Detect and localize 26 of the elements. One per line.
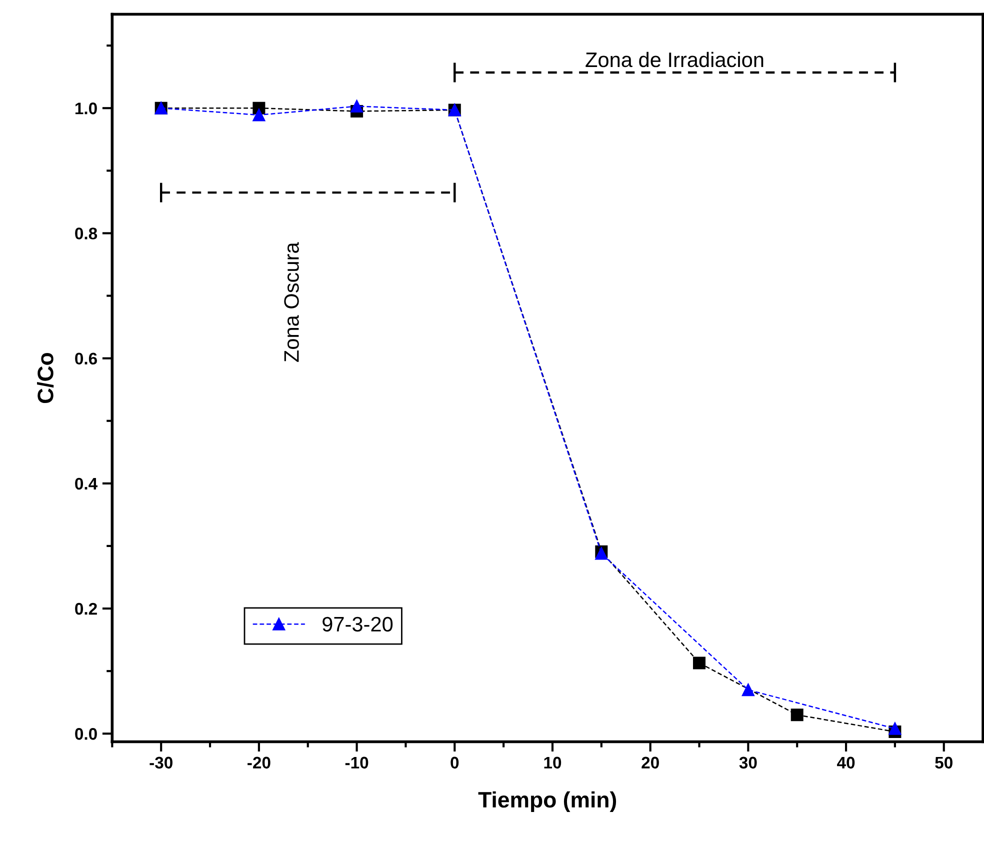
y-tick-label: 0.4	[75, 478, 98, 490]
y-tick-label: 1.0	[75, 102, 97, 114]
annotation: Zona Oscura	[284, 242, 299, 362]
x-tick-label: 50	[935, 756, 952, 769]
point	[350, 100, 364, 112]
y-axis-title: C/Co	[37, 352, 54, 404]
point	[888, 722, 902, 735]
y-tick-label: 0.2	[75, 602, 97, 615]
point	[790, 708, 804, 722]
x-tick-label: 10	[544, 756, 562, 769]
x-tick-label: 20	[642, 756, 659, 769]
x-tick-label: 40	[837, 756, 855, 769]
x-tick-label: 0	[450, 756, 459, 769]
y-tick-label: 0.8	[75, 228, 98, 240]
legend-label: 97-3-20	[322, 616, 393, 632]
x-tick-label: -20	[248, 756, 270, 769]
x-tick-label: 30	[739, 756, 757, 769]
y-tick-label: 0.0	[75, 728, 97, 740]
x-tick-label: -30	[150, 756, 172, 769]
point	[693, 656, 706, 670]
y-tick-label: 0.6	[75, 352, 97, 365]
point	[252, 108, 266, 122]
x-axis-title: Tiempo (min)	[478, 791, 616, 812]
point	[742, 684, 754, 696]
x-tick-label: -10	[345, 756, 368, 769]
annotation: Zona de Irradiacion	[586, 52, 764, 68]
